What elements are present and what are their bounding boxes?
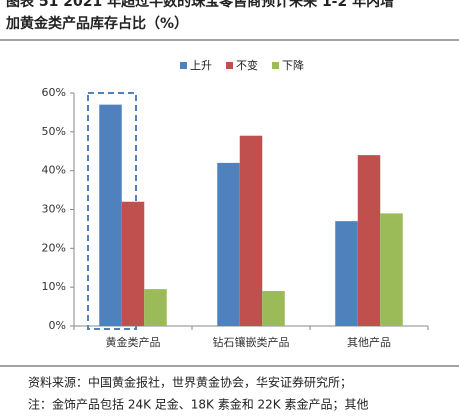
bar xyxy=(380,213,403,326)
chart-subtitle: 加黄金类产品库存占比（%） xyxy=(5,15,188,32)
x-tick-label: 钻石镶嵌类产品 xyxy=(213,335,290,349)
bar xyxy=(262,291,285,326)
y-tick-label: 30% xyxy=(42,203,66,216)
bar xyxy=(121,201,145,326)
legend-swatch xyxy=(226,62,233,69)
bar xyxy=(357,155,381,326)
bar xyxy=(144,289,167,326)
chart-title: 图表 51 2021 年超过半数的珠宝零售商预计未来 1-2 年内增 xyxy=(6,0,394,10)
legend-swatch xyxy=(272,62,279,69)
bar xyxy=(239,135,263,326)
y-tick-label: 60% xyxy=(42,86,66,99)
legend-label: 不变 xyxy=(236,58,258,72)
legend-swatch xyxy=(180,62,187,69)
legend-label: 上升 xyxy=(190,59,212,72)
source: 资料来源：中国黄金报社，世界黄金协会，华安证券研究所； xyxy=(28,375,352,390)
y-tick-label: 40% xyxy=(42,164,66,177)
y-tick-label: 10% xyxy=(42,280,66,293)
legend-label: 下降 xyxy=(282,58,304,72)
note: 注：金饰产品包括 24K 足金、18K 素金和 22K 素金产品；其他 xyxy=(28,397,369,412)
y-tick-label: 50% xyxy=(42,125,66,138)
bar xyxy=(335,221,358,326)
x-tick-label: 黄金类产品 xyxy=(106,335,161,349)
y-tick-label: 0% xyxy=(49,319,66,332)
bar xyxy=(217,162,240,326)
x-tick-label: 其他产品 xyxy=(347,335,391,349)
bar xyxy=(99,104,122,327)
y-tick-label: 20% xyxy=(42,241,66,254)
